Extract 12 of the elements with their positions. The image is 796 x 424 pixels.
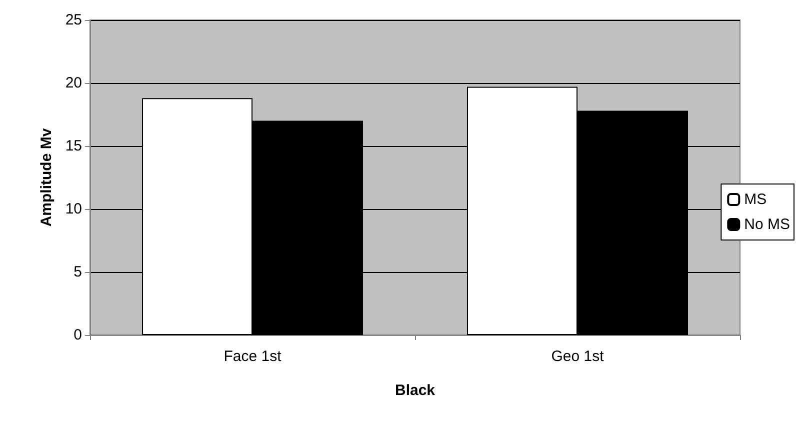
y-tick-label: 20: [65, 74, 82, 92]
x-tick-label: Face 1st: [224, 348, 282, 365]
legend-label: MS: [744, 191, 767, 208]
y-tick-label: 25: [65, 12, 82, 28]
y-tick-label: 0: [74, 326, 82, 344]
y-tick-label: 15: [65, 138, 82, 154]
y-tick-label: 10: [65, 200, 82, 218]
y-tick-label: 5: [74, 264, 82, 280]
legend-label: No MS: [744, 216, 790, 233]
x-tick-label: Geo 1st: [551, 348, 605, 365]
y-axis-title: Amplitude Mv: [38, 128, 55, 227]
x-axis-title: Black: [394, 382, 436, 399]
